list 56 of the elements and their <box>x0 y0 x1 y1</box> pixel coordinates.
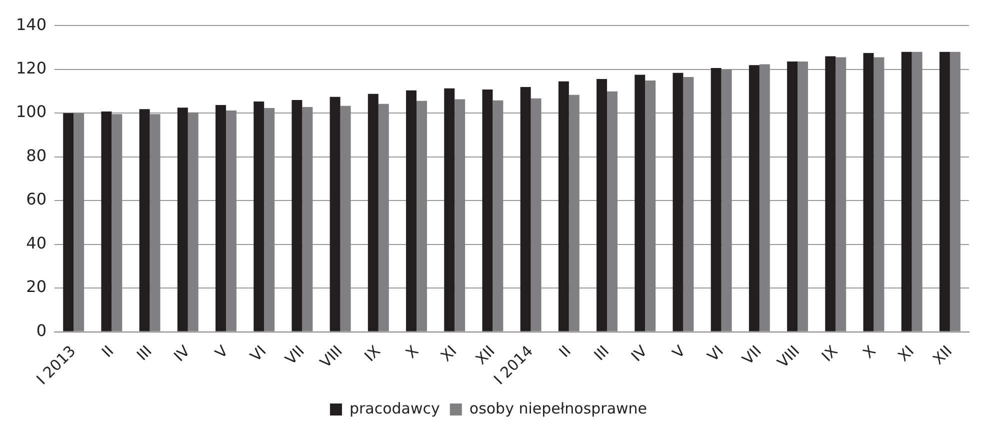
x-tick-label: X <box>402 342 422 362</box>
x-tick-label: VIII <box>774 342 804 372</box>
bar <box>710 68 722 332</box>
bar <box>330 96 340 332</box>
y-tick-label: 140 <box>16 14 47 34</box>
bar <box>787 61 798 332</box>
bar <box>672 72 684 332</box>
bar <box>863 52 874 332</box>
x-tick-label: III <box>133 342 156 364</box>
x-tick-label: IV <box>628 341 652 366</box>
x-tick-label: XI <box>894 342 918 366</box>
bar <box>748 65 760 332</box>
legend-label: pracodawcy <box>349 399 440 418</box>
bar <box>596 78 608 332</box>
x-tick-label: IX <box>360 342 384 366</box>
bar <box>406 90 417 332</box>
x-tick-label: VI <box>246 342 270 366</box>
bar <box>825 56 836 332</box>
x-tick-label: II <box>556 342 575 361</box>
x-tick-label: XII <box>929 342 956 368</box>
x-tick-label: XII <box>472 342 498 368</box>
bar <box>292 100 302 332</box>
x-tick-label: VIII <box>316 342 346 372</box>
y-tick-label: 40 <box>26 233 47 252</box>
bar <box>558 81 569 332</box>
y-tick-label: 60 <box>26 190 47 209</box>
bar <box>63 113 74 332</box>
x-tick-label: VII <box>738 342 766 368</box>
bar <box>139 109 150 332</box>
bar <box>216 104 226 332</box>
x-tick-label: IV <box>170 341 194 366</box>
bar <box>444 88 455 332</box>
bar <box>939 52 950 332</box>
x-tick-label: III <box>590 342 613 364</box>
y-tick-label: 80 <box>26 146 47 165</box>
x-tick-label: XI <box>437 342 460 366</box>
x-tick-label: VI <box>704 342 727 366</box>
x-tick-label: V <box>212 341 232 362</box>
bar <box>482 89 493 332</box>
y-tick-label: 120 <box>16 58 47 78</box>
x-tick-label: X <box>859 342 880 362</box>
legend-label: osoby niepełnosprawne <box>469 399 648 418</box>
y-tick-label: 20 <box>26 277 47 296</box>
bar <box>254 101 264 332</box>
bar <box>368 94 378 332</box>
bar <box>634 74 646 332</box>
x-tick-label: II <box>98 342 118 361</box>
bar <box>101 112 112 332</box>
y-tick-label: 0 <box>36 320 47 340</box>
bar <box>520 87 531 332</box>
x-tick-label: VII <box>282 342 308 368</box>
x-tick-label: V <box>668 341 690 362</box>
bar <box>901 52 912 332</box>
bar <box>177 108 188 332</box>
x-tick-label: IX <box>818 342 842 366</box>
y-tick-label: 100 <box>16 102 47 122</box>
